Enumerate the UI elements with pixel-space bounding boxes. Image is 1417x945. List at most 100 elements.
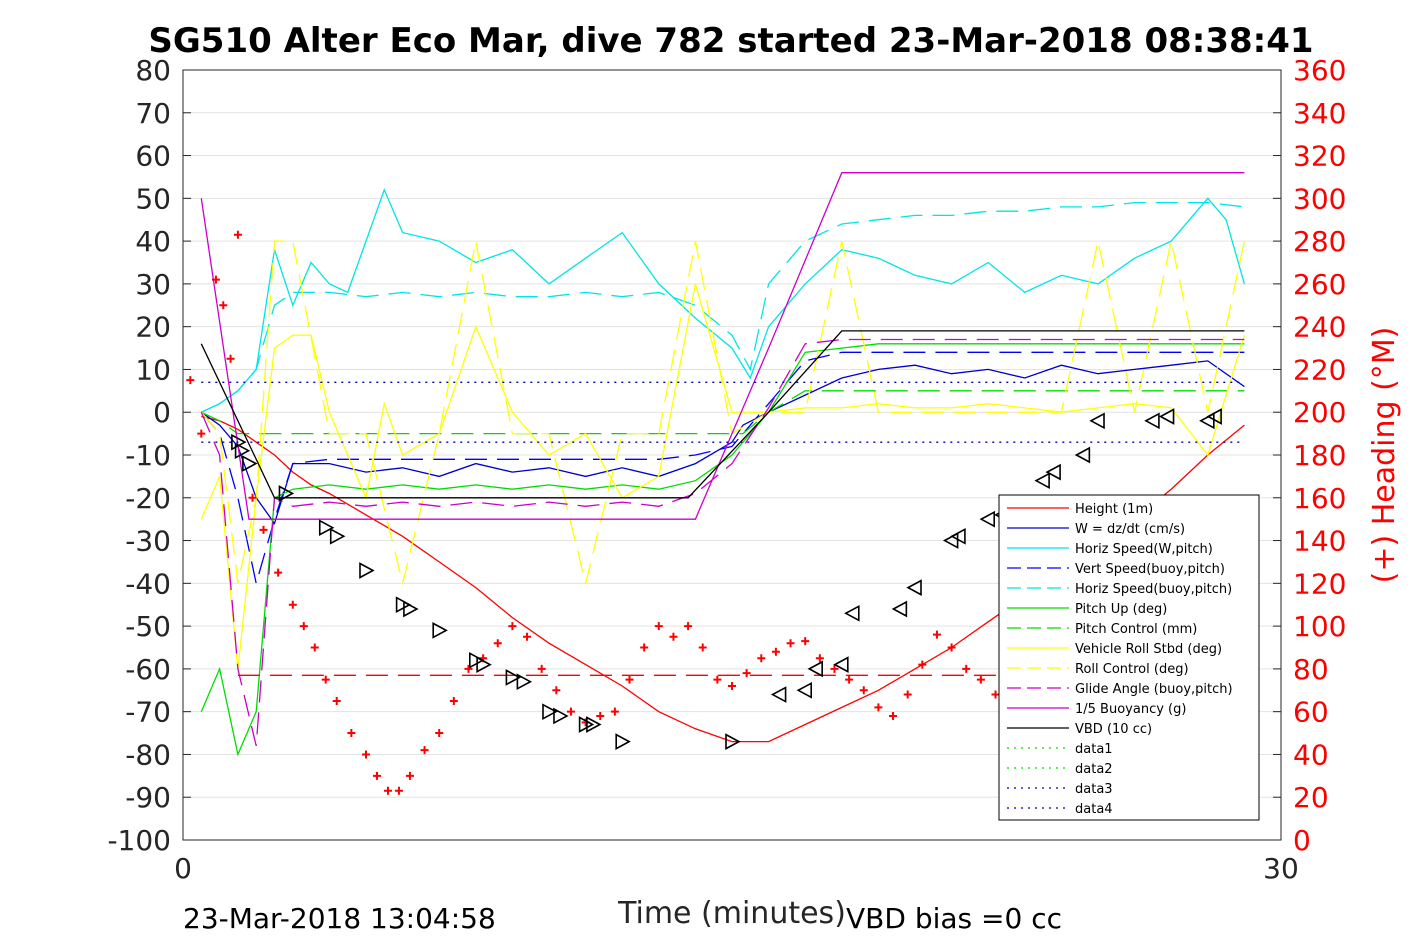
series-line-1 [200,360,1245,525]
left-tick-label: -50 [125,610,171,643]
right-tick-label: 220 [1293,353,1346,386]
right-tick-label: 80 [1293,653,1329,686]
triangle-marker [906,579,922,596]
left-tick-label: 40 [135,225,171,258]
triangle-marker [505,669,522,686]
legend-label-3: Vert Speed(buoy,pitch) [1075,562,1225,577]
right-tick-label: 160 [1293,482,1346,515]
right-y-axis-label: (+) Heading (°M) [1367,327,1402,584]
heading-point [259,525,268,534]
heading-point [383,786,392,795]
triangle-marker [891,600,908,618]
left-tick-label: 50 [135,182,171,215]
left-tick-label: 70 [135,97,171,130]
heading-point [654,622,663,631]
right-y-axis-ticks: 3603403203002802602402202001801601401201… [1273,54,1346,857]
left-tick-label: 80 [135,54,171,87]
heading-point [566,707,575,716]
series-line-11 [200,330,1245,499]
right-tick-label: 180 [1293,439,1346,472]
heading-point [728,682,736,690]
right-tick-label: 320 [1293,140,1346,173]
heading-point [372,771,381,780]
chart-title: SG510 Alter Eco Mar, dive 782 started 23… [148,21,1313,61]
right-tick-label: 360 [1293,54,1346,87]
heading-point [248,493,257,502]
triangle-marker [1074,446,1091,464]
heading-point [508,622,517,631]
left-tick-label: 20 [135,311,171,344]
heading-point [625,675,634,684]
triangle-marker [950,527,966,545]
legend-label-14: data3 [1075,782,1113,797]
left-tick-label: -90 [125,781,171,814]
heading-point [742,669,751,678]
heading-point [815,654,824,663]
right-tick-label: 100 [1293,610,1346,643]
right-tick-label: 300 [1293,182,1346,215]
triangle-marker [796,681,813,699]
right-tick-label: 340 [1293,97,1346,130]
triangle-marker [1144,412,1160,430]
heading-point [332,696,341,705]
right-tick-label: 240 [1293,311,1346,344]
left-tick-label: -40 [125,567,171,600]
triangle-marker [1089,412,1105,430]
heading-point [684,622,693,631]
footer-timestamp: 23-Mar-2018 13:04:58 [183,902,496,935]
legend-label-11: VBD (10 cc) [1075,722,1152,737]
triangle-marker [844,604,860,622]
heading-point [449,696,458,705]
triangle-marker [359,562,375,579]
heading-point [493,639,502,648]
heading-point [859,686,868,695]
left-y-axis-ticks: 80 70 60 50 40 30 20 10 0 -10 -20 -30 -40 -50 -60 -70 -8… [107,54,191,857]
heading-point [362,750,370,759]
legend-label-7: Vehicle Roll Stbd (deg) [1075,642,1222,657]
legend-label-10: 1/5 Buoyancy (g) [1075,702,1186,717]
x-axis-label: Time (minutes) [617,896,846,931]
legend-label-5: Pitch Up (deg) [1075,602,1167,617]
series-line-5 [200,343,1245,757]
x-tick-label: 30 [1263,852,1299,885]
left-tick-label: 0 [153,396,171,429]
heading-point [786,639,795,648]
right-tick-label: 120 [1293,567,1346,600]
heading-point [757,654,766,663]
heading-point [321,675,330,684]
legend-label-12: data1 [1075,742,1113,757]
heading-point [932,630,941,639]
heading-point [947,643,956,652]
right-tick-label: 60 [1293,696,1329,729]
heading-point [186,376,195,385]
triangle-marker [1206,408,1222,425]
heading-point [903,690,912,699]
heading-point [288,600,297,609]
left-tick-label: -100 [107,824,171,857]
series-line-10 [200,172,1245,520]
triangle-marker [586,716,602,733]
heading-point [405,771,414,780]
left-tick-label: -10 [125,439,171,472]
right-tick-label: 260 [1293,268,1346,301]
triangle-marker [432,622,448,639]
heading-point [801,637,810,646]
heading-point [552,686,561,695]
triangle-marker [1034,472,1050,490]
legend-label-4: Horiz Speed(buoy,pitch) [1075,582,1232,597]
left-tick-label: -70 [125,696,171,729]
heading-point [845,675,854,684]
left-tick-label: -60 [125,653,171,686]
legend-label-0: Height (1m) [1075,502,1153,517]
footer-vbd-bias: VBD bias =0 cc [846,902,1062,935]
triangle-marker [553,707,569,725]
triangle-marker [278,485,295,502]
legend-label-8: Roll Control (deg) [1075,662,1189,677]
triangle-marker [1199,412,1215,430]
triangle-marker [476,656,492,673]
heading-point [830,664,839,673]
series-line-7 [200,283,1246,669]
heading-point [918,660,927,669]
heading-point [394,786,403,795]
heading-point [976,675,985,684]
